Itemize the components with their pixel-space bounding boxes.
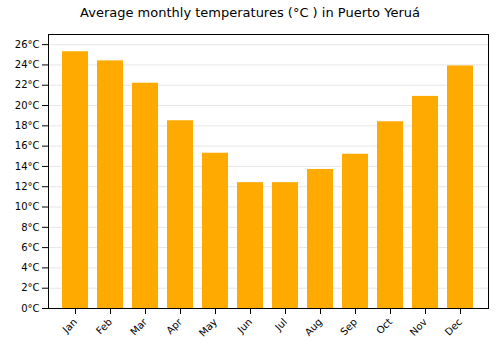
- svg-text:May: May: [197, 316, 219, 338]
- svg-text:26°C: 26°C: [15, 39, 40, 50]
- svg-text:6°C: 6°C: [21, 242, 39, 253]
- svg-text:22°C: 22°C: [15, 79, 40, 90]
- svg-text:Feb: Feb: [94, 316, 114, 336]
- svg-text:18°C: 18°C: [15, 120, 40, 131]
- svg-text:8°C: 8°C: [21, 222, 39, 233]
- svg-text:Sep: Sep: [338, 316, 359, 337]
- svg-text:Oct: Oct: [374, 316, 394, 336]
- svg-text:Mar: Mar: [128, 316, 150, 338]
- html-text:Average monthly temperatures (: Average monthly temperatures (°C ) in Pu…: [80, 5, 420, 20]
- svg-text:10°C: 10°C: [15, 201, 40, 212]
- svg-text:2°C: 2°C: [21, 282, 39, 293]
- svg-text:24°C: 24°C: [15, 59, 40, 70]
- svg-text:Nov: Nov: [408, 316, 430, 338]
- svg-text:Apr: Apr: [164, 316, 185, 337]
- svg-text:20°C: 20°C: [15, 100, 40, 111]
- svg-text:Jan: Jan: [60, 316, 79, 335]
- svg-text:Jun: Jun: [235, 316, 255, 336]
- svg-text:14°C: 14°C: [15, 161, 40, 172]
- svg-text:4°C: 4°C: [21, 262, 39, 273]
- svg-text:0°C: 0°C: [21, 303, 39, 314]
- svg-text:Aug: Aug: [303, 316, 325, 338]
- svg-text:Jul: Jul: [272, 316, 289, 333]
- svg-text:Dec: Dec: [443, 316, 464, 337]
- svg-text:16°C: 16°C: [15, 140, 40, 151]
- svg-text:12°C: 12°C: [15, 181, 40, 192]
